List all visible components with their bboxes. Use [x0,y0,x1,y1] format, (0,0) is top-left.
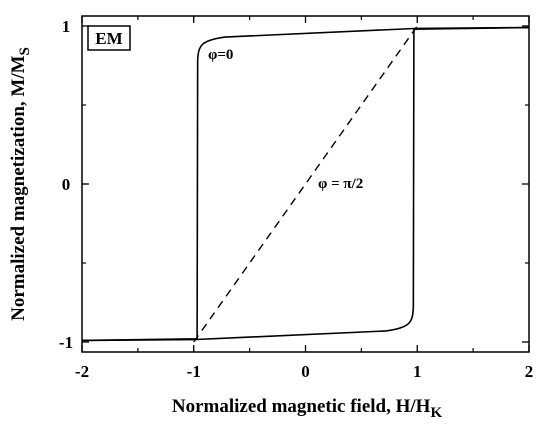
hysteresis-loop-upper-branch [81,26,530,342]
x-tick-label: -1 [187,362,201,381]
plot-area [81,15,530,353]
x-tick-label: 2 [525,362,534,381]
y-tick-label: 0 [62,175,71,194]
y-axis-label-subscript: S [17,47,33,55]
em-badge: EM [87,25,131,51]
x-tick-label: 0 [301,362,310,381]
y-tick-label: 1 [62,17,71,36]
em-badge-box [87,25,131,51]
y-axis-label-main: Normalized magnetization, M/M [8,55,29,320]
dashed-line-phi-half-pi [193,25,418,343]
hysteresis-loop-lower-branch [81,26,530,342]
y-tick-label: -1 [59,333,73,352]
x-axis-label: Normalized magnetic field, H/HK [172,396,443,421]
ticks: -2 -1 0 1 2-101 [59,16,533,381]
x-axis-label-main: Normalized magnetic field, H/H [172,396,431,417]
annotation-phi-zero: φ=0 [208,47,233,63]
x-tick-label: 1 [413,362,422,381]
x-axis-label-subscript: K [430,405,442,421]
x-tick-label: -2 [75,362,89,381]
svg-text:Normalized magnetic field, H/H: Normalized magnetic field, H/HK [172,396,443,421]
em-badge-text: EM [95,29,122,48]
y-axis-label: Normalized magnetization, M/MS [8,47,33,321]
svg-text:Normalized magnetization, M/MS: Normalized magnetization, M/MS [8,47,33,321]
plot-frame [81,15,530,353]
annotation-phi-half-pi: φ = π/2 [318,176,363,192]
